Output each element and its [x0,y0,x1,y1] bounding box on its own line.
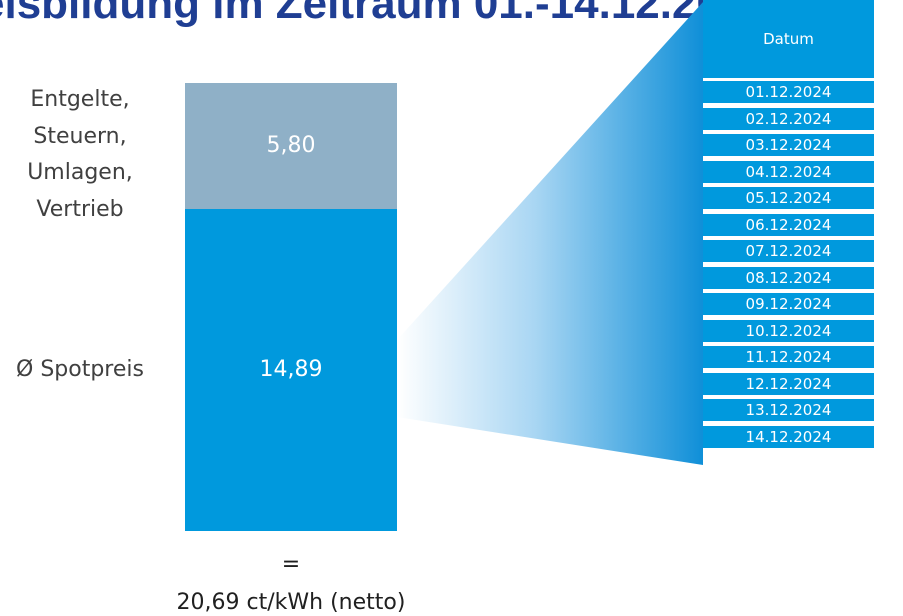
table-header: Datum [703,0,874,78]
table-row: 02.12.2024 [703,107,874,130]
bar-label-spot: 14,89 [259,357,323,383]
table-row: 12.12.2024 [703,372,874,395]
category-label-spot: Ø Spotpreis [16,357,144,382]
table-row: 04.12.2024 [703,160,874,183]
table-row: 10.12.2024 [703,319,874,342]
table-row: 11.12.2024 [703,346,874,368]
table-row: 13.12.2024 [703,399,874,421]
table-row: 07.12.2024 [703,240,874,262]
page-title: eisbildung im Zeitraum 01.-14.12.2024 [0,0,770,28]
bar-segment-spot: 14,89 [185,208,397,531]
zoom-fan-shape [397,2,703,465]
table-row: 06.12.2024 [703,213,874,236]
table-row: 08.12.2024 [703,266,874,289]
table-row: 09.12.2024 [703,293,874,315]
total-price: 20,69 ct/kWh (netto) [176,590,406,615]
table-row: 01.12.2024 [703,81,874,103]
table-row: 05.12.2024 [703,187,874,209]
category-label-fees: Entgelte, Steuern, Umlagen, Vertrieb [27,87,133,222]
equals-sign: = [281,552,301,577]
bar-segment-fees: 5,80 [185,83,397,209]
bar-label-fees: 5,80 [266,133,316,159]
table-row: 14.12.2024 [703,425,874,448]
table-row: 03.12.2024 [703,134,874,156]
